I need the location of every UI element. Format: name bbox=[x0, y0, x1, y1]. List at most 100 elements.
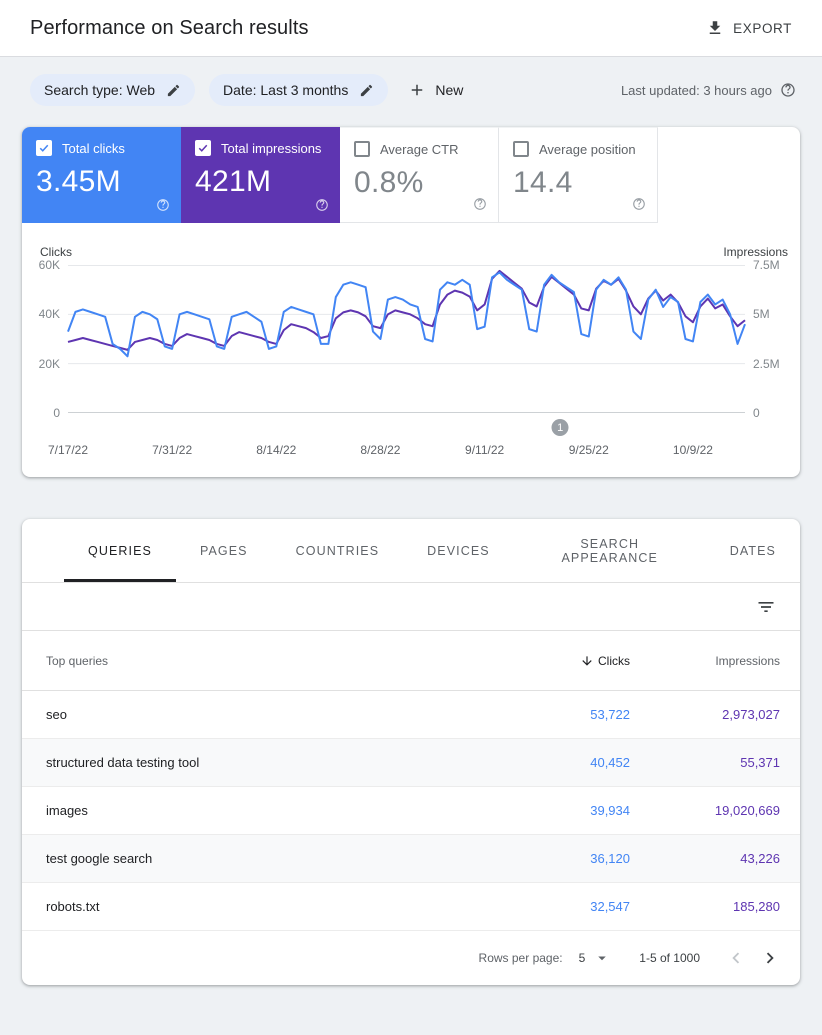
date-range-chip-label: Date: Last 3 months bbox=[223, 82, 349, 98]
previous-page-button[interactable] bbox=[724, 946, 748, 970]
help-icon[interactable] bbox=[315, 198, 329, 212]
metric-tile-total-clicks[interactable]: Total clicks 3.45M bbox=[22, 127, 181, 223]
search-type-chip-label: Search type: Web bbox=[44, 82, 156, 98]
sort-descending-icon bbox=[582, 655, 592, 666]
x-axis-label: 7/17/22 bbox=[47, 443, 89, 457]
dropdown-arrow-icon bbox=[598, 956, 607, 961]
metric-value: 0.8% bbox=[354, 166, 424, 199]
tab-countries[interactable]: COUNTRIES bbox=[272, 519, 404, 582]
line-chart-canvas[interactable] bbox=[68, 265, 745, 413]
dimension-tabs: QUERIES PAGES COUNTRIES DEVICES SEARCH A… bbox=[22, 519, 800, 583]
metric-label: Average position bbox=[539, 141, 636, 157]
impressions-cell: 43,226 bbox=[740, 851, 780, 866]
query-cell: test google search bbox=[46, 851, 153, 866]
tab-search-appearance[interactable]: SEARCH APPEARANCE bbox=[514, 519, 706, 582]
column-header-impressions[interactable]: Impressions bbox=[715, 653, 780, 668]
clicks-cell: 40,452 bbox=[590, 755, 630, 770]
app-header: Performance on Search results EXPORT bbox=[0, 0, 822, 57]
query-cell: robots.txt bbox=[46, 899, 100, 914]
left-axis-ticks: 60K 40K 20K 0 bbox=[22, 258, 68, 420]
x-axis-label: 8/14/22 bbox=[256, 443, 297, 457]
export-button[interactable]: EXPORT bbox=[706, 19, 792, 37]
x-axis-label: 9/11/22 bbox=[465, 443, 505, 457]
x-axis-label: 9/25/22 bbox=[568, 443, 609, 457]
next-page-button[interactable] bbox=[758, 946, 782, 970]
download-icon bbox=[709, 21, 721, 34]
new-filter-button[interactable]: New bbox=[402, 81, 469, 99]
checkbox-unchecked-icon[interactable] bbox=[354, 141, 370, 157]
clicks-cell: 53,722 bbox=[590, 707, 630, 722]
rows-per-page-value: 5 bbox=[578, 951, 586, 965]
filter-list-icon[interactable] bbox=[756, 597, 776, 617]
search-type-chip[interactable]: Search type: Web bbox=[30, 74, 196, 106]
filter-bar-right: Last updated: 3 hours ago bbox=[621, 82, 796, 98]
tab-pages[interactable]: PAGES bbox=[176, 519, 272, 582]
new-filter-label: New bbox=[435, 82, 464, 98]
y-tick-label: 0 bbox=[53, 406, 60, 420]
metric-value: 3.45M bbox=[36, 165, 121, 198]
clicks-series-line bbox=[68, 272, 745, 356]
pagination-range: 1-5 of 1000 bbox=[639, 951, 700, 965]
table-row[interactable]: test google search 36,120 43,226 bbox=[22, 835, 800, 883]
column-header-clicks-label: Clicks bbox=[598, 653, 630, 668]
tab-dates[interactable]: DATES bbox=[706, 519, 800, 582]
help-icon[interactable] bbox=[780, 82, 796, 98]
table-toolbar bbox=[22, 583, 800, 631]
help-icon[interactable] bbox=[632, 197, 646, 211]
query-cell: seo bbox=[46, 707, 67, 722]
filter-bar: Search type: Web Date: Last 3 months New… bbox=[0, 57, 822, 106]
pencil-icon bbox=[167, 84, 180, 96]
right-axis-ticks: 7.5M 5M 2.5M 0 bbox=[745, 258, 800, 420]
tab-queries[interactable]: QUERIES bbox=[64, 519, 176, 582]
date-range-chip[interactable]: Date: Last 3 months bbox=[209, 74, 389, 106]
performance-card: Total clicks 3.45M Total impressions 421… bbox=[22, 127, 800, 477]
metric-tile-total-impressions[interactable]: Total impressions 421M bbox=[181, 127, 340, 223]
export-label: EXPORT bbox=[733, 20, 792, 36]
column-header-top-queries: Top queries bbox=[46, 653, 109, 668]
query-cell: structured data testing tool bbox=[46, 755, 200, 770]
chart-plot-area[interactable]: 1 7/17/22 7/31/22 8/14/22 8/28/22 9/11/2… bbox=[48, 265, 745, 457]
y-tick-label: 40K bbox=[38, 307, 60, 322]
help-icon[interactable] bbox=[156, 198, 170, 212]
y-tick-label: 60K bbox=[38, 258, 60, 272]
clicks-cell: 36,120 bbox=[590, 851, 630, 866]
impressions-cell: 185,280 bbox=[733, 899, 780, 914]
impressions-series-line bbox=[68, 271, 745, 350]
table-row[interactable]: images 39,934 19,020,669 bbox=[22, 787, 800, 835]
clicks-cell: 32,547 bbox=[590, 899, 630, 914]
impressions-cell: 55,371 bbox=[740, 755, 780, 770]
checkbox-unchecked-icon[interactable] bbox=[513, 141, 529, 157]
performance-chart: Clicks Impressions 60K 40K 20K 0 1 7/17/… bbox=[22, 245, 800, 477]
table-row[interactable]: robots.txt 32,547 185,280 bbox=[22, 883, 800, 931]
y-tick-label: 20K bbox=[38, 356, 60, 371]
metric-label: Average CTR bbox=[380, 141, 459, 157]
chart-annotation-marker[interactable]: 1 bbox=[551, 419, 569, 436]
right-axis-title: Impressions bbox=[723, 245, 788, 259]
x-axis-label: 10/9/22 bbox=[672, 443, 713, 457]
column-header-clicks[interactable]: Clicks bbox=[480, 654, 630, 668]
dimensions-table-card: QUERIES PAGES COUNTRIES DEVICES SEARCH A… bbox=[22, 519, 800, 985]
table-row[interactable]: seo 53,722 2,973,027 bbox=[22, 691, 800, 739]
metric-value: 421M bbox=[195, 165, 272, 198]
page-title: Performance on Search results bbox=[30, 16, 309, 39]
left-axis-title: Clicks bbox=[40, 245, 72, 259]
rows-per-page-select[interactable]: 5 bbox=[579, 949, 612, 967]
query-cell: images bbox=[46, 803, 88, 818]
chevron-right-icon bbox=[766, 952, 774, 964]
x-axis-label: 8/28/22 bbox=[360, 443, 401, 457]
help-icon[interactable] bbox=[473, 197, 487, 211]
metric-value: 14.4 bbox=[513, 166, 573, 199]
table-body: seo 53,722 2,973,027 structured data tes… bbox=[22, 691, 800, 931]
checkbox-checked-icon[interactable] bbox=[36, 140, 52, 156]
metric-tile-average-ctr[interactable]: Average CTR 0.8% bbox=[340, 127, 499, 223]
chevron-left-icon bbox=[732, 952, 740, 964]
checkbox-checked-icon[interactable] bbox=[195, 140, 211, 156]
table-row[interactable]: structured data testing tool 40,452 55,3… bbox=[22, 739, 800, 787]
impressions-cell: 2,973,027 bbox=[722, 707, 780, 722]
table-header-row: Top queries Clicks Impressions bbox=[22, 631, 800, 691]
y-tick-label: 2.5M bbox=[753, 356, 780, 371]
table-pagination: Rows per page: 5 1-5 of 1000 bbox=[22, 931, 800, 985]
tab-devices[interactable]: DEVICES bbox=[403, 519, 514, 582]
metric-tile-average-position[interactable]: Average position 14.4 bbox=[499, 127, 658, 223]
clicks-cell: 39,934 bbox=[590, 803, 630, 818]
